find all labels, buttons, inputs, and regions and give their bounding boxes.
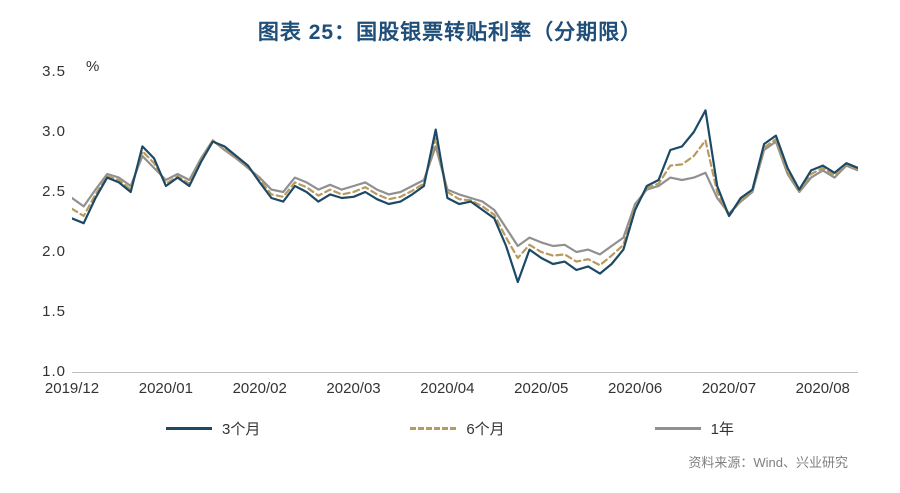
x-axis-tick-label: 2020/03 <box>326 380 381 397</box>
x-axis-tick-label: 2020/07 <box>701 380 757 397</box>
y-axis: 3.5 3.0 2.5 2.0 1.5 1.0 <box>26 63 66 380</box>
legend-item-6m: 6个月 <box>410 418 505 439</box>
legend-item-1y: 1年 <box>654 418 735 439</box>
legend: 3个月 6个月 1年 <box>0 418 900 439</box>
chart-title: 图表 25：国股银票转贴利率（分期限） <box>257 21 643 44</box>
legend-label-1y: 1年 <box>710 421 735 438</box>
x-axis-tick-label: 2020/06 <box>607 380 663 397</box>
x-axis-tick-label: 2020/08 <box>795 380 850 397</box>
line-chart <box>72 109 858 284</box>
y-axis-tick-label: 3.5 <box>42 63 66 80</box>
x-axis-tick-label: 2020/02 <box>232 380 287 397</box>
source-note: 资料来源：Wind、兴业研究 <box>688 455 848 470</box>
legend-marker-1y-line <box>654 427 701 430</box>
legend-marker-3m-line <box>165 427 212 430</box>
legend-label-3m: 3个月 <box>221 421 261 438</box>
y-axis-tick-label: 1.5 <box>42 303 66 320</box>
y-axis-unit-label: % <box>86 58 100 75</box>
x-axis-tick-label: 2020/01 <box>138 380 193 397</box>
y-axis-tick-label: 1.0 <box>42 363 66 380</box>
series-line <box>72 109 858 284</box>
x-axis-tick-label: 2020/04 <box>420 380 475 397</box>
x-axis-tick-label: 2020/05 <box>514 380 569 397</box>
legend-label-6m: 6个月 <box>466 421 505 438</box>
x-axis-tick-label: 2019/12 <box>44 380 100 397</box>
x-axis: 2019/12 2020/01 2020/02 2020/03 2020/04 2020/… <box>45 380 858 400</box>
y-axis-tick-label: 3.0 <box>42 123 66 140</box>
y-axis-tick-label: 2.5 <box>42 183 66 200</box>
plot-area <box>72 72 858 373</box>
legend-marker-6m-dashed-line <box>410 427 457 430</box>
legend-item-3m: 3个月 <box>165 418 261 439</box>
y-axis-tick-label: 2.0 <box>42 243 66 260</box>
